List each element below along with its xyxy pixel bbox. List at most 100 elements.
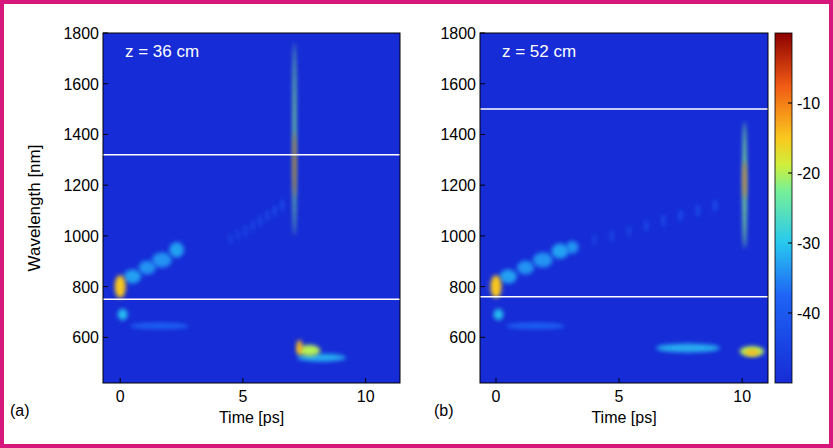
- y-tick-label: 1000: [440, 228, 476, 245]
- marker-line: [103, 154, 400, 156]
- y-tick: [103, 235, 108, 236]
- x-tick-label: 0: [116, 388, 125, 405]
- data-layer: [480, 109, 768, 356]
- plot-background: [103, 33, 400, 383]
- spectral-spot: [293, 132, 295, 198]
- colorbar-tick-label: -20: [797, 165, 820, 182]
- spectral-spot: [740, 346, 765, 356]
- y-tick-label: 1000: [63, 228, 99, 245]
- spectral-spot: [506, 323, 565, 329]
- y-tick-label: 1400: [63, 126, 99, 143]
- panel-label: (a): [10, 402, 30, 419]
- panel-label: (b): [434, 402, 454, 419]
- plot-frame: [103, 33, 400, 383]
- y-tick-label: 600: [72, 329, 99, 346]
- spectral-spot: [169, 242, 184, 257]
- y-tick: [480, 83, 485, 84]
- spectral-spot: [152, 252, 172, 267]
- spectral-spot: [500, 270, 517, 284]
- spectral-spot: [627, 224, 630, 237]
- marker-line: [103, 299, 400, 301]
- y-tick: [103, 33, 108, 34]
- spectral-spot: [266, 209, 269, 222]
- spectral-spot: [293, 43, 296, 236]
- annotation: z = 36 cm: [125, 42, 199, 61]
- colorbar-tick: [788, 103, 792, 104]
- y-tick-label: 1600: [440, 76, 476, 93]
- plot-frame: [480, 33, 768, 383]
- spectral-spot: [281, 199, 284, 212]
- x-tick: [120, 378, 121, 383]
- spectral-spot: [644, 219, 647, 232]
- x-tick: [619, 378, 620, 383]
- y-tick: [480, 337, 485, 338]
- chart-canvas: 600 800 1000 1200 1400 1600 1800 0 5 10 Time [ps] W…: [0, 0, 833, 448]
- marker-line: [480, 108, 768, 110]
- spectral-spot: [229, 232, 232, 245]
- y-tick-label: 800: [449, 279, 476, 296]
- x-tick: [365, 378, 366, 383]
- colorbar-tick-label: -10: [797, 95, 820, 112]
- spectral-spot: [593, 233, 596, 246]
- colorbar-tick: [788, 313, 792, 314]
- colorbar-tick-label: -40: [797, 305, 820, 322]
- spectral-spot: [237, 228, 240, 241]
- x-tick-label: 5: [238, 388, 247, 405]
- spectral-spot: [610, 230, 613, 243]
- y-tick-label: 600: [449, 329, 476, 346]
- spectral-spot: [713, 199, 716, 212]
- y-tick-label: 1200: [440, 177, 476, 194]
- y-tick: [480, 286, 485, 287]
- x-tick-label: 10: [357, 388, 375, 405]
- spectral-spot: [259, 214, 262, 227]
- spectral-spot: [743, 161, 745, 199]
- spectral-spot: [551, 244, 568, 259]
- spectral-spot: [118, 309, 128, 320]
- y-tick-label: 1800: [440, 25, 476, 42]
- y-tick-label: 800: [72, 279, 99, 296]
- colorbar-scale: [775, 33, 792, 383]
- spectral-spot: [490, 275, 501, 298]
- y-tick-label: 1200: [63, 177, 99, 194]
- data-layer: [103, 43, 400, 361]
- y-tick-label: 1600: [63, 76, 99, 93]
- panel: 600800100012001400160018000510Time [ps]W…: [10, 25, 400, 426]
- spectral-spot: [662, 214, 665, 227]
- marker-line: [480, 296, 768, 298]
- y-tick: [480, 33, 485, 34]
- y-axis-title: Wavelength [nm]: [25, 145, 44, 272]
- y-tick: [103, 286, 108, 287]
- spectral-spot: [679, 209, 682, 222]
- colorbar-tick: [788, 173, 792, 174]
- spectral-spot: [296, 340, 302, 355]
- spectral-spot: [130, 323, 189, 329]
- panel: 600800100012001400160018000510Time [ps]z…: [434, 25, 768, 426]
- spectral-spot: [115, 275, 126, 298]
- x-tick-label: 10: [733, 388, 751, 405]
- spectral-spot: [244, 224, 247, 237]
- spectral-spot: [696, 204, 699, 217]
- colorbar-tick-label: -30: [797, 235, 820, 252]
- spectral-spot: [517, 261, 534, 275]
- spectral-spot: [251, 219, 254, 232]
- y-tick: [480, 185, 485, 186]
- y-tick: [480, 134, 485, 135]
- y-tick-label: 1400: [440, 126, 476, 143]
- x-tick-label: 0: [492, 388, 501, 405]
- colorbar: -10 -20 -30 -40: [775, 33, 820, 383]
- x-tick: [742, 378, 743, 383]
- y-tick: [103, 185, 108, 186]
- x-axis-title: Time [ps]: [219, 409, 284, 426]
- spectral-spot: [273, 204, 276, 217]
- spectral-spot: [533, 252, 553, 267]
- plot-background: [480, 33, 768, 383]
- y-tick: [103, 83, 108, 84]
- annotation: z = 52 cm: [502, 42, 576, 61]
- spectral-spot: [656, 344, 720, 353]
- spectral-spot: [745, 349, 760, 355]
- y-tick: [103, 337, 108, 338]
- x-tick: [242, 378, 243, 383]
- colorbar-tick: [788, 243, 792, 244]
- y-tick: [480, 235, 485, 236]
- x-axis-title: Time [ps]: [591, 409, 656, 426]
